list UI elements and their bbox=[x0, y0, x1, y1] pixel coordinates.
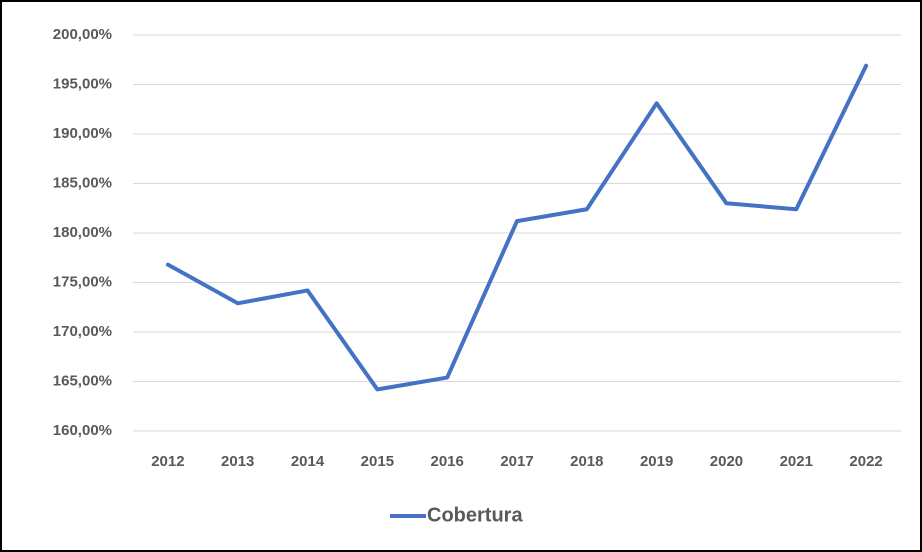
x-tick-label: 2016 bbox=[430, 453, 463, 470]
x-tick-label: 2022 bbox=[849, 453, 882, 470]
y-tick-label: 180,00% bbox=[53, 224, 112, 241]
x-tick-label: 2018 bbox=[570, 453, 603, 470]
y-tick-label: 160,00% bbox=[53, 422, 112, 439]
y-tick-label: 200,00% bbox=[53, 26, 112, 43]
x-tick-label: 2021 bbox=[780, 453, 813, 470]
x-tick-label: 2014 bbox=[291, 453, 325, 470]
y-tick-label: 165,00% bbox=[53, 372, 112, 389]
x-tick-label: 2019 bbox=[640, 453, 673, 470]
y-tick-label: 195,00% bbox=[53, 75, 112, 92]
y-tick-label: 190,00% bbox=[53, 125, 112, 142]
x-tick-label: 2012 bbox=[151, 453, 184, 470]
line-series bbox=[165, 63, 869, 392]
x-tick-label: 2017 bbox=[500, 453, 533, 470]
x-tick-label: 2015 bbox=[361, 453, 394, 470]
x-tick-label: 2013 bbox=[221, 453, 254, 470]
y-tick-label: 175,00% bbox=[53, 273, 112, 290]
x-tick-label: 2020 bbox=[710, 453, 743, 470]
y-tick-label: 185,00% bbox=[53, 174, 112, 191]
y-tick-label: 170,00% bbox=[53, 323, 112, 340]
legend-label: Cobertura bbox=[427, 504, 523, 526]
